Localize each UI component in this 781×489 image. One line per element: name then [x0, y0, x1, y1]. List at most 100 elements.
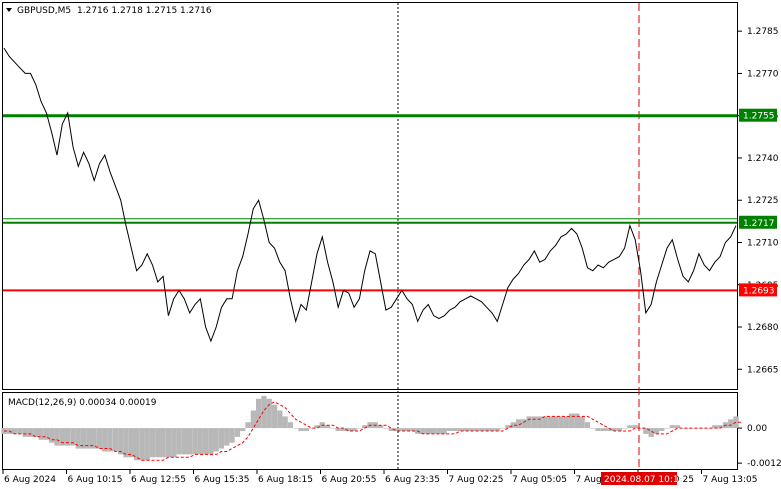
- macd-bar: [245, 422, 251, 428]
- macd-bar: [181, 428, 187, 455]
- macd-signal-line: [4, 401, 742, 461]
- macd-bar: [165, 428, 172, 458]
- macd-bar: [500, 428, 506, 429]
- macd-bar: [531, 416, 538, 429]
- macd-bar: [574, 413, 580, 429]
- y-tick-label: 1.2785: [747, 27, 779, 37]
- macd-bar: [505, 425, 511, 429]
- macd-bar: [537, 416, 543, 429]
- symbol-label: GBPUSD,M5: [17, 6, 71, 16]
- chevron-down-icon[interactable]: [6, 8, 12, 12]
- macd-bar: [399, 428, 405, 431]
- macd-bar: [733, 416, 739, 429]
- x-tick-label: 6 Aug 18:15: [258, 475, 313, 485]
- y-axis-ticks: 1.2785 1.2770 1.2755 1.2740 1.2725 1.2710 1.26…: [738, 27, 779, 375]
- macd-bar: [611, 428, 617, 431]
- macd-bar: [669, 425, 675, 429]
- macd-bar: [70, 428, 76, 446]
- level-tag-box: [739, 215, 777, 229]
- macd-bar: [595, 428, 601, 431]
- macd-bar: [171, 428, 177, 458]
- macd-bar: [287, 422, 294, 428]
- macd-bar: [54, 428, 60, 446]
- macd-bar: [388, 428, 394, 431]
- macd-bar: [356, 428, 363, 429]
- macd-bar: [468, 428, 474, 431]
- macd-bar: [250, 410, 256, 428]
- price-line: [3, 47, 737, 343]
- macd-bar: [489, 428, 495, 431]
- macd-bar: [256, 398, 262, 428]
- macd-bar: [112, 428, 119, 452]
- macd-bar: [515, 419, 522, 429]
- macd-bar: [346, 428, 352, 431]
- macd-bar: [59, 428, 65, 446]
- macd-bar: [717, 425, 723, 429]
- y-tick-label: 1.2770: [747, 69, 779, 79]
- macd-bar: [696, 428, 702, 429]
- macd-bar: [229, 428, 235, 443]
- macd-bar: [43, 428, 50, 440]
- macd-bar: [192, 428, 198, 455]
- macd-bar: [526, 416, 532, 429]
- macd-bar: [96, 428, 103, 449]
- macd-bar: [144, 428, 150, 461]
- macd-bar: [643, 428, 649, 434]
- macd-bar: [314, 425, 320, 429]
- macd-bar: [330, 428, 336, 429]
- macd-bar: [65, 428, 71, 446]
- macd-bar: [33, 428, 39, 437]
- macd-bar: [139, 428, 145, 461]
- macd-tick-label: 0.00: [747, 424, 767, 434]
- level-tag-label: 1.2717: [743, 219, 775, 229]
- macd-bar: [457, 428, 463, 431]
- macd-bar: [277, 410, 283, 428]
- macd-bar: [282, 416, 288, 429]
- x-tick-label: 7 Aug 05:05: [512, 475, 567, 485]
- macd-bar: [648, 428, 654, 437]
- macd-bar: [303, 428, 309, 431]
- macd-bar: [49, 428, 55, 443]
- macd-bar: [17, 428, 23, 434]
- macd-bar: [675, 425, 681, 429]
- macd-bar: [473, 428, 479, 431]
- level-tag-box: [739, 108, 777, 122]
- macd-bar: [383, 428, 389, 429]
- macd-label: MACD(12,26,9) 0.00034 0.00019: [8, 398, 157, 408]
- macd-bar: [160, 428, 166, 458]
- y-tick-label: 1.2710: [747, 238, 779, 248]
- macd-bar: [712, 425, 718, 429]
- macd-bar: [446, 428, 453, 431]
- macd-bar: [149, 428, 156, 458]
- macd-bar: [118, 428, 124, 455]
- macd-bar: [690, 428, 697, 429]
- macd-bar: [728, 419, 734, 429]
- macd-bar: [12, 428, 18, 434]
- macd-bar: [208, 428, 214, 455]
- y-tick-label: 1.2740: [747, 154, 779, 164]
- level-tag-label: 1.2755: [743, 112, 775, 122]
- macd-bar: [22, 428, 28, 437]
- macd-bar: [558, 416, 564, 429]
- macd-bar: [420, 428, 426, 434]
- macd-bar: [664, 428, 670, 429]
- x-tick-label: 6 Aug 12:55: [131, 475, 186, 485]
- macd-bar: [616, 428, 622, 431]
- macd-bar: [622, 428, 628, 429]
- macd-bar: [298, 428, 304, 431]
- macd-bar: [462, 428, 469, 431]
- level-tag-label: 1.2693: [743, 286, 775, 296]
- y-tick-label: 1.2665: [747, 365, 779, 375]
- macd-bar: [659, 428, 665, 431]
- macd-bar: [393, 428, 400, 431]
- macd-bar: [441, 428, 447, 434]
- macd-bar: [404, 428, 410, 431]
- macd-bar: [102, 428, 108, 452]
- macd-bar: [335, 428, 341, 431]
- ohlc-values: 1.2716 1.2718 1.2715 1.2716: [77, 6, 212, 16]
- macd-bar: [653, 428, 660, 434]
- cursor-time-box: [601, 472, 677, 485]
- macd-bar: [202, 428, 209, 455]
- macd-bar: [632, 425, 638, 429]
